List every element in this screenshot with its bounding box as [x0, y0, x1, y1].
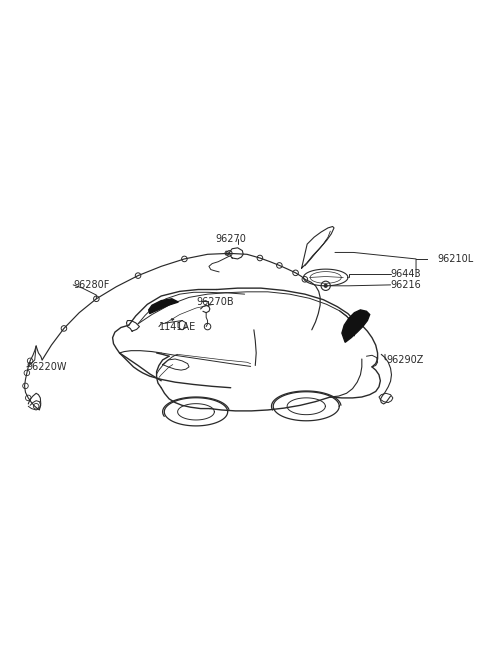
Circle shape	[324, 284, 327, 287]
Text: 96290Z: 96290Z	[386, 355, 423, 365]
Text: 96280F: 96280F	[73, 280, 109, 290]
Text: 1141AE: 1141AE	[159, 322, 196, 333]
Text: 96216: 96216	[391, 280, 421, 290]
Polygon shape	[342, 310, 370, 343]
Text: 96210L: 96210L	[437, 254, 473, 264]
Text: 96220W: 96220W	[27, 362, 67, 372]
Text: 96270B: 96270B	[196, 297, 234, 307]
Text: 96443: 96443	[391, 269, 421, 279]
Text: 96270: 96270	[216, 234, 246, 244]
Polygon shape	[149, 299, 179, 314]
